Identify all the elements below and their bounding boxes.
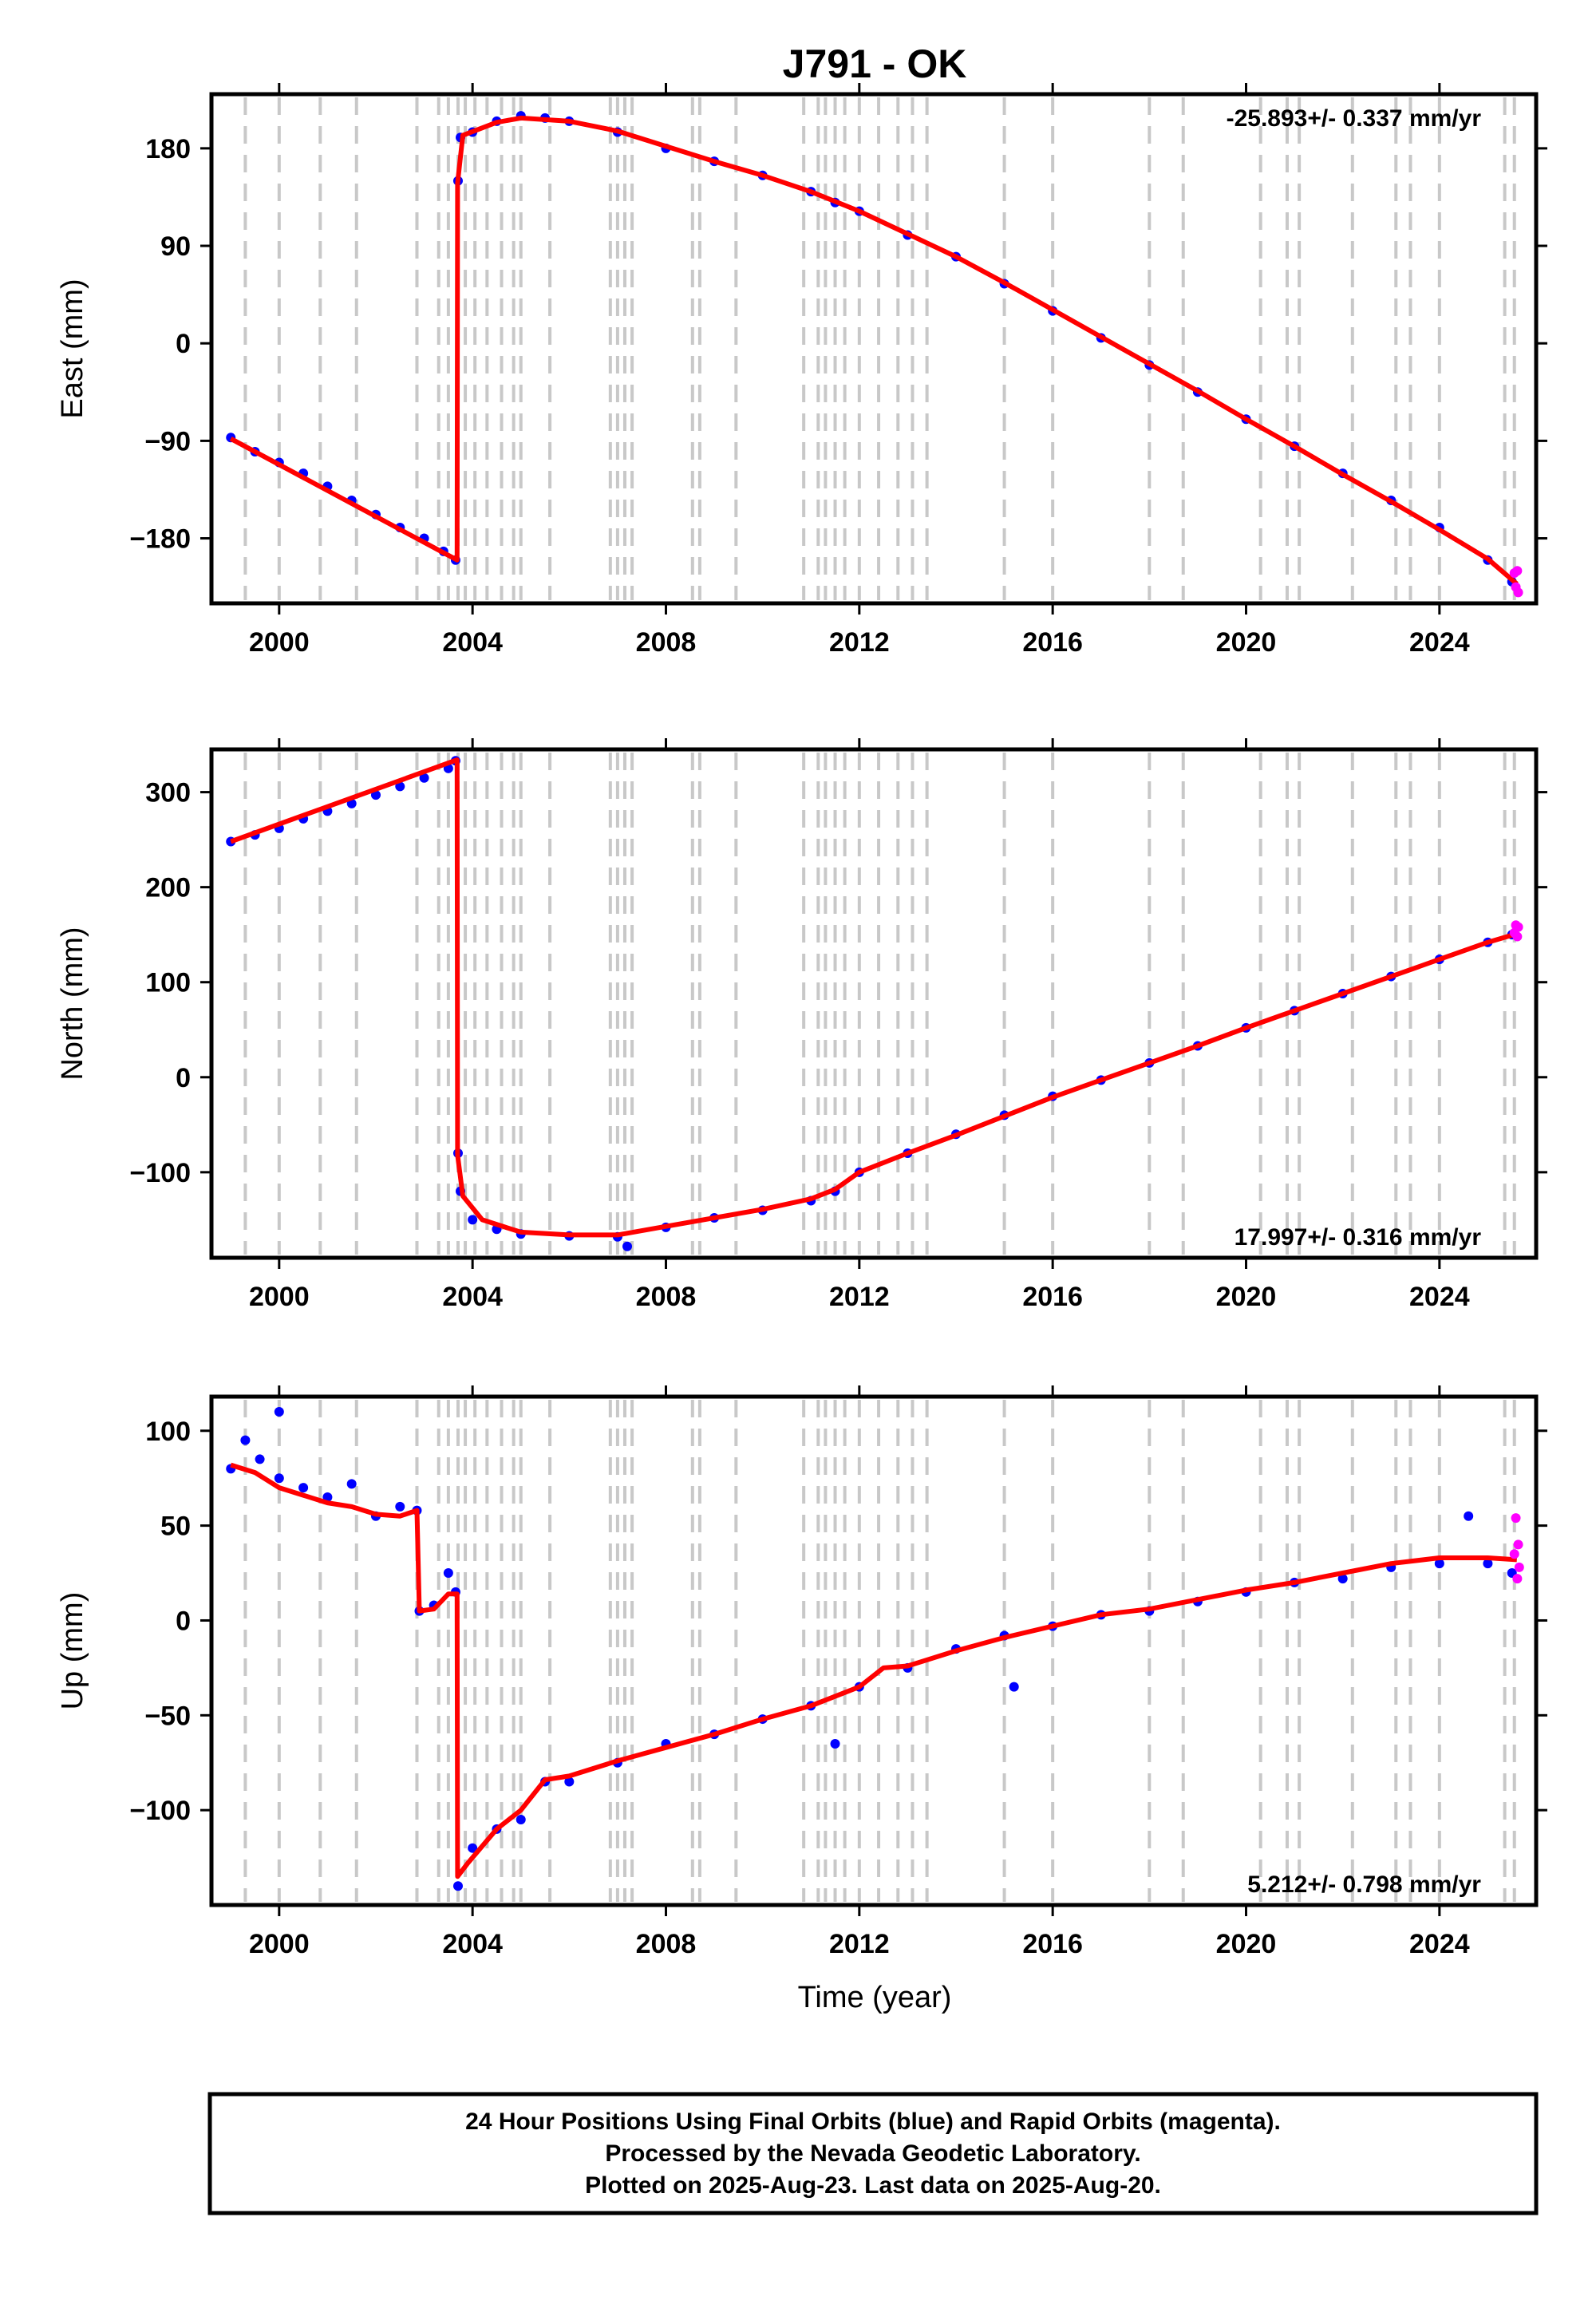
final-point bbox=[322, 1492, 333, 1502]
final-point bbox=[395, 781, 405, 792]
x-tick-label: 2024 bbox=[1409, 1929, 1470, 1959]
x-tick-label: 2012 bbox=[829, 627, 890, 658]
footer-line-1: 24 Hour Positions Using Final Orbits (bl… bbox=[465, 2109, 1281, 2135]
east-panel: −180 −90 0 90 180 2000 2004 2008 2012 2016 2020 202… bbox=[56, 83, 1547, 658]
model-line bbox=[230, 757, 1518, 1238]
y-tick-label: −90 bbox=[144, 426, 191, 456]
final-point bbox=[1483, 1559, 1493, 1569]
y-tick-label: −180 bbox=[129, 524, 191, 555]
y-tick-label: 200 bbox=[145, 873, 191, 903]
velocity-annotation: 17.997+/- 0.316 mm/yr bbox=[1235, 1224, 1482, 1251]
final-point bbox=[298, 1483, 309, 1493]
x-tick-label: 2004 bbox=[442, 1282, 503, 1312]
footer-line-2: Processed by the Nevada Geodetic Laborat… bbox=[605, 2140, 1140, 2167]
footer-line-3: Plotted on 2025-Aug-23. Last data on 202… bbox=[585, 2172, 1161, 2199]
plot-frame bbox=[209, 92, 1539, 606]
x-tick-label: 2008 bbox=[636, 1929, 697, 1959]
x-tick-label: 2008 bbox=[636, 1282, 697, 1312]
rapid-point bbox=[1509, 1549, 1519, 1559]
velocity-annotation: -25.893+/- 0.337 mm/yr bbox=[1227, 105, 1482, 132]
x-tick-label: 2020 bbox=[1216, 1282, 1277, 1312]
y-tick-label: −100 bbox=[129, 1158, 191, 1188]
x-tick-label: 2024 bbox=[1409, 627, 1470, 658]
final-point bbox=[370, 790, 381, 800]
final-point bbox=[240, 1435, 251, 1445]
final-point bbox=[274, 1473, 284, 1484]
final-point bbox=[1464, 1511, 1474, 1521]
final-point bbox=[468, 1215, 478, 1225]
x-tick-label: 2016 bbox=[1022, 1282, 1083, 1312]
final-point bbox=[1337, 1574, 1348, 1584]
final-point bbox=[622, 1241, 633, 1251]
y-axis-label: Up (mm) bbox=[56, 1592, 89, 1710]
x-tick-label: 2008 bbox=[636, 627, 697, 658]
x-tick-label: 2016 bbox=[1022, 1929, 1083, 1959]
y-tick-label: 100 bbox=[145, 968, 191, 998]
y-tick-label: 180 bbox=[145, 134, 191, 164]
x-tick-label: 2012 bbox=[829, 1282, 890, 1312]
plot-frame bbox=[209, 747, 1539, 1260]
rapid-point bbox=[1512, 931, 1523, 942]
final-point bbox=[274, 1407, 284, 1417]
x-axis-label: Time (year) bbox=[798, 1981, 952, 2014]
rapid-point bbox=[1512, 1574, 1523, 1584]
final-point bbox=[516, 1815, 526, 1825]
y-tick-label: −50 bbox=[144, 1701, 191, 1731]
y-tick-label: 300 bbox=[145, 778, 191, 808]
final-point bbox=[346, 1479, 357, 1489]
y-axis-label: East (mm) bbox=[56, 279, 89, 418]
x-tick-label: 2004 bbox=[442, 627, 503, 658]
final-point bbox=[443, 1568, 453, 1579]
x-tick-label: 2012 bbox=[829, 1929, 890, 1959]
y-tick-label: 90 bbox=[160, 231, 191, 262]
final-point bbox=[395, 1501, 405, 1512]
rapid-point bbox=[1514, 1562, 1524, 1572]
rapid-point bbox=[1511, 1513, 1521, 1524]
x-tick-label: 2004 bbox=[442, 1929, 503, 1959]
final-point bbox=[830, 1738, 840, 1749]
x-tick-label: 2024 bbox=[1409, 1282, 1470, 1312]
model-line bbox=[229, 115, 1519, 586]
final-point bbox=[1009, 1682, 1019, 1692]
final-point bbox=[564, 1777, 575, 1787]
final-point bbox=[468, 1843, 478, 1853]
final-point bbox=[419, 773, 429, 783]
y-tick-label: −100 bbox=[129, 1796, 191, 1826]
x-tick-label: 2020 bbox=[1216, 1929, 1277, 1959]
y-tick-label: 0 bbox=[176, 1606, 191, 1636]
x-tick-label: 2020 bbox=[1216, 627, 1277, 658]
y-tick-label: 0 bbox=[176, 329, 191, 359]
final-point bbox=[255, 1454, 265, 1464]
y-tick-label: 100 bbox=[145, 1417, 191, 1447]
x-tick-label: 2016 bbox=[1022, 627, 1083, 658]
y-tick-label: 50 bbox=[160, 1512, 191, 1542]
footer-box bbox=[207, 2092, 1539, 2215]
north-panel: −100 0 100 200 300 2000 2004 2008 2012 2016 2020 20… bbox=[56, 738, 1547, 1312]
x-tick-label: 2000 bbox=[249, 1282, 310, 1312]
velocity-annotation: 5.212+/- 0.798 mm/yr bbox=[1247, 1871, 1481, 1898]
final-point bbox=[452, 1881, 463, 1891]
rapid-point bbox=[1513, 1539, 1523, 1550]
rapid-point bbox=[1512, 566, 1523, 576]
y-tick-label: 0 bbox=[176, 1063, 191, 1093]
final-point bbox=[1434, 1559, 1444, 1569]
rapid-point bbox=[1513, 922, 1523, 932]
rapid-point bbox=[1513, 587, 1523, 598]
up-panel: −100 −50 0 50 100 2000 2004 2008 2012 2016 2020 202… bbox=[56, 1385, 1547, 1959]
x-tick-label: 2000 bbox=[249, 627, 310, 658]
figure-title: J791 - OK bbox=[783, 41, 967, 86]
x-tick-label: 2000 bbox=[249, 1929, 310, 1959]
model-line bbox=[230, 1462, 1517, 1879]
plot-frame bbox=[209, 1394, 1539, 1907]
y-axis-label: North (mm) bbox=[56, 927, 89, 1080]
